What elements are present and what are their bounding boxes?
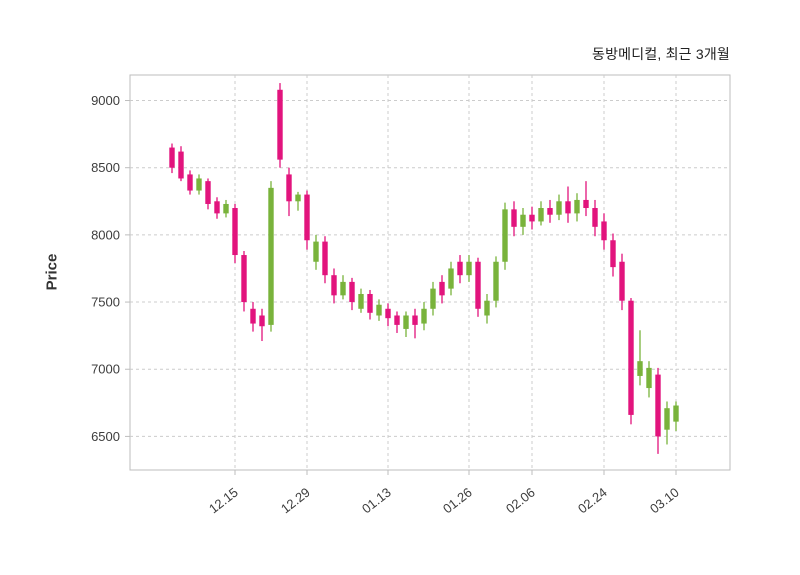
candle-up <box>295 194 301 202</box>
candle-down <box>655 374 661 437</box>
candle-down <box>205 181 211 204</box>
candle-up <box>448 268 454 289</box>
candle-up <box>421 308 427 324</box>
candle-down <box>304 194 310 241</box>
candle-down <box>286 174 292 202</box>
candle-down <box>322 241 328 276</box>
candle-down <box>250 308 256 324</box>
candle-down <box>601 221 607 241</box>
candle-up <box>223 203 229 214</box>
candle-down <box>232 208 238 256</box>
candle-down <box>547 208 553 215</box>
candle-up <box>466 261 472 276</box>
candle-down <box>475 261 481 309</box>
y-tick-label: 9000 <box>91 93 120 108</box>
candle-down <box>583 199 589 209</box>
candle-up <box>430 288 436 309</box>
candle-down <box>412 315 418 325</box>
plot-area <box>129 74 731 471</box>
y-tick-label: 8500 <box>91 160 120 175</box>
x-tick-label: 12.15 <box>206 485 241 517</box>
candle-up <box>484 300 490 316</box>
candle-up <box>313 241 319 262</box>
candle-up <box>196 178 202 191</box>
candle-down <box>178 151 184 179</box>
candle-down <box>169 147 175 168</box>
x-tick-label: 01.13 <box>359 485 394 517</box>
candle-down <box>349 281 355 303</box>
candle-down <box>385 308 391 319</box>
candle-down <box>610 240 616 268</box>
candle-up <box>376 304 382 316</box>
candle-down <box>367 293 373 313</box>
y-tick-label: 6500 <box>91 429 120 444</box>
x-tick-label: 02.24 <box>575 485 610 517</box>
chart-title: 동방메디컬, 최근 3개월 <box>592 46 730 62</box>
candle-up <box>664 408 670 430</box>
x-tick-label: 02.06 <box>503 485 538 517</box>
candle-down <box>628 300 634 415</box>
candle-down <box>277 89 283 160</box>
candle-up <box>520 214 526 227</box>
candle-up <box>673 405 679 422</box>
candle-down <box>619 261 625 301</box>
candle-down <box>565 201 571 214</box>
candle-up <box>538 208 544 222</box>
candle-up <box>637 361 643 376</box>
candle-down <box>511 209 517 227</box>
candle-up <box>358 293 364 309</box>
y-axis-label: Price <box>43 253 61 291</box>
candle-down <box>214 201 220 214</box>
candle-down <box>592 208 598 227</box>
y-tick-label: 8000 <box>91 227 120 242</box>
candle-down <box>187 174 193 191</box>
candle-up <box>340 281 346 296</box>
candle-up <box>574 199 580 214</box>
candle-down <box>529 214 535 222</box>
candle-up <box>493 261 499 301</box>
candle-down <box>394 315 400 325</box>
y-tick-label: 7000 <box>91 362 120 377</box>
candle-up <box>403 315 409 329</box>
x-tick-label: 03.10 <box>647 485 682 517</box>
candle-down <box>331 275 337 296</box>
candle-down <box>241 255 247 303</box>
candle-up <box>556 201 562 215</box>
x-tick-label: 01.26 <box>440 485 475 517</box>
y-tick-label: 7500 <box>91 295 120 310</box>
candle-down <box>457 261 463 276</box>
candle-up <box>268 187 274 325</box>
x-tick-label: 12.29 <box>278 485 313 517</box>
candle-down <box>439 281 445 296</box>
candle-up <box>502 209 508 262</box>
candle-down <box>259 315 265 327</box>
candle-up <box>646 367 652 389</box>
